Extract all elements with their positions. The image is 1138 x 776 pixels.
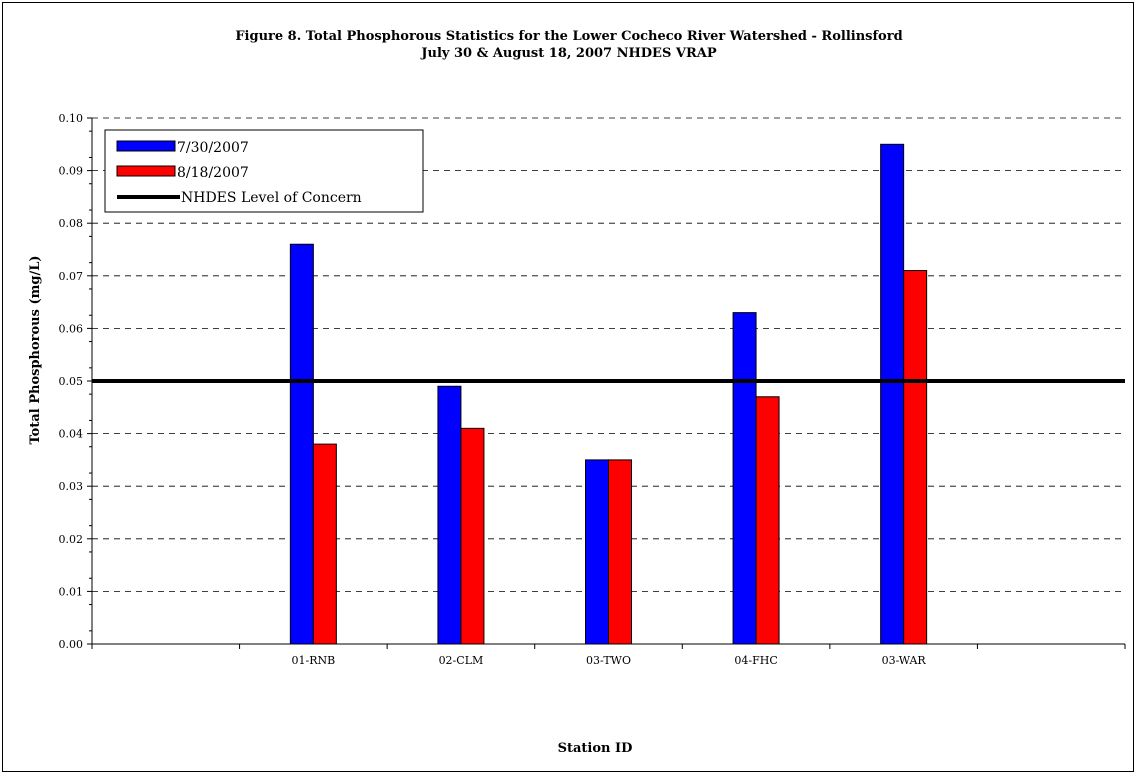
x-axis-label: Station ID — [558, 741, 633, 756]
bar-aug18 — [608, 459, 632, 645]
bar-aug18 — [755, 396, 780, 645]
y-tick-label: 0.00 — [59, 638, 84, 651]
legend-label: NHDES Level of Concern — [181, 190, 362, 206]
bar-jul30 — [880, 143, 905, 645]
chart-title: Figure 8. Total Phosphorous Statistics f… — [235, 29, 902, 44]
bar-jul30 — [289, 243, 314, 645]
legend-label: 8/18/2007 — [177, 165, 249, 181]
y-tick-label: 0.07 — [59, 270, 84, 283]
x-tick-label: 03-WAR — [882, 654, 927, 667]
legend-swatch — [116, 165, 176, 177]
y-tick-label: 0.02 — [59, 533, 84, 546]
bar-jul30 — [585, 459, 609, 645]
x-tick-label: 03-TWO — [586, 654, 631, 667]
y-tick-label: 0.09 — [59, 165, 84, 178]
y-tick-label: 0.10 — [59, 112, 84, 125]
legend-swatch — [116, 140, 176, 152]
y-tick-label: 0.05 — [59, 375, 84, 388]
y-tick-label: 0.03 — [59, 480, 84, 493]
legend-label: 7/30/2007 — [177, 140, 249, 156]
y-tick-label: 0.04 — [59, 428, 84, 441]
y-axis-label: Total Phosphorous (mg/L) — [28, 255, 43, 444]
y-tick-label: 0.08 — [59, 217, 84, 230]
bar-aug18 — [460, 427, 485, 645]
bar-aug18 — [312, 443, 337, 645]
x-tick-label: 02-CLM — [439, 654, 484, 667]
chart-subtitle: July 30 & August 18, 2007 NHDES VRAP — [420, 46, 717, 61]
bar-jul30 — [437, 385, 462, 645]
y-tick-label: 0.01 — [59, 585, 84, 598]
bar-jul30 — [732, 312, 757, 645]
y-tick-label: 0.06 — [59, 322, 84, 335]
x-tick-label: 04-FHC — [734, 654, 777, 667]
bar-aug18 — [903, 270, 928, 645]
x-tick-label: 01-RNB — [291, 654, 335, 667]
